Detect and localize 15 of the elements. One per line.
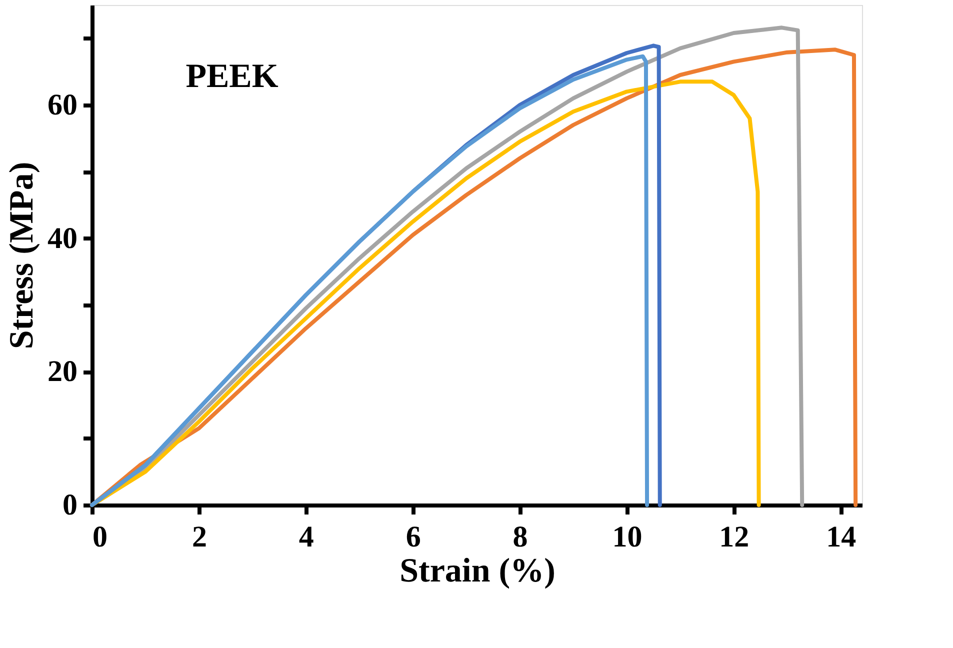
x-tick-label: 0 <box>92 520 108 554</box>
y-tick-label: 40 <box>48 222 78 255</box>
annotation: PEEK <box>186 58 279 95</box>
x-tick-label: 12 <box>719 520 750 554</box>
x-tick-label: 10 <box>612 520 642 554</box>
y-tick-label: 0 <box>62 488 78 522</box>
x-axis-title: Strain (%) <box>400 552 556 590</box>
x-tick-label: 6 <box>406 520 421 554</box>
x-tick-label: 4 <box>298 520 314 554</box>
y-axis-title: Stress (MPa) <box>4 162 40 350</box>
y-tick-label: 60 <box>48 88 78 122</box>
x-tick-label: 8 <box>512 520 528 554</box>
y-tick-label: 20 <box>48 355 78 388</box>
x-tick-label: 14 <box>826 520 856 554</box>
x-tick-label: 2 <box>192 520 207 554</box>
